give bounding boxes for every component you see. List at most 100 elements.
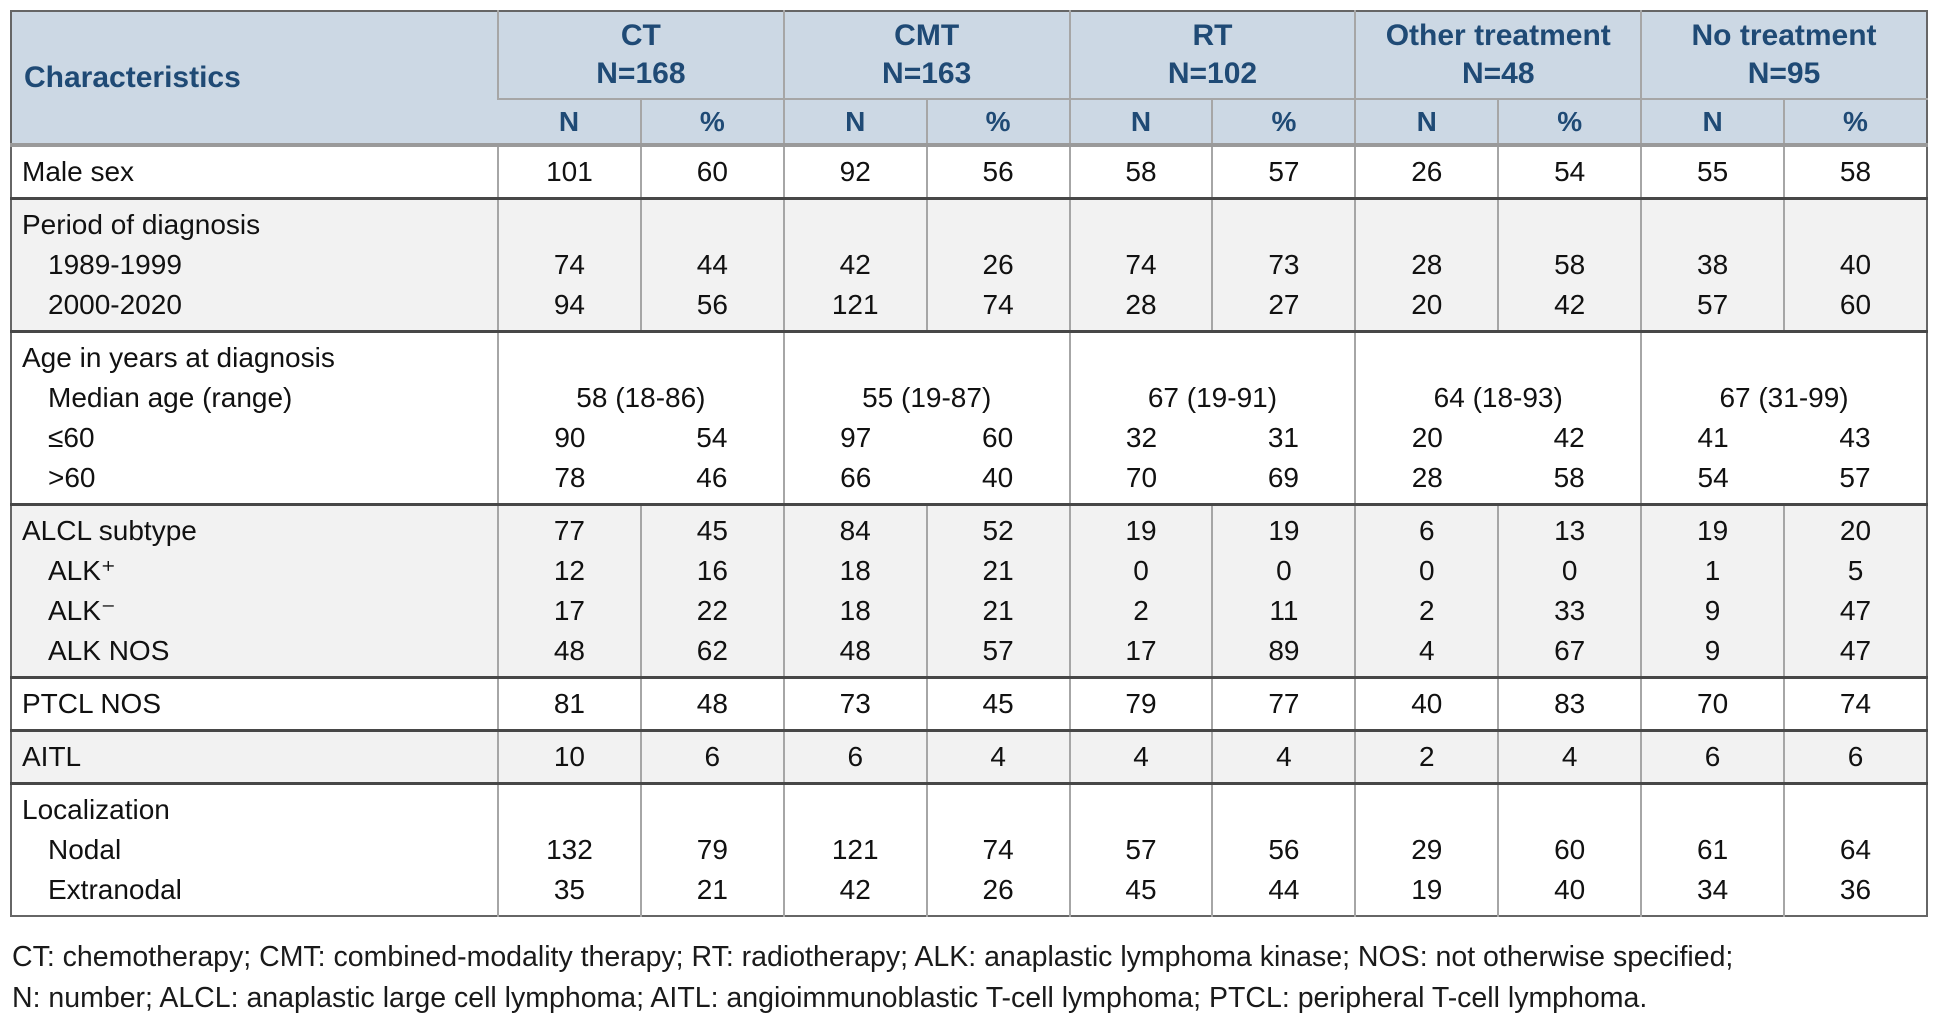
count-cell: 2 <box>1354 591 1499 631</box>
count-cell <box>1068 331 1213 378</box>
characteristics-header: Characteristics <box>11 11 498 145</box>
percent-cell: 45 <box>639 504 784 551</box>
row-group: Age in years at diagnosis Median age (ran… <box>11 331 1927 505</box>
row-group: Period of diagnosis 1989-1999 74 44 42 26 74 73… <box>11 198 1927 332</box>
row-label: Age in years at diagnosis <box>11 331 498 378</box>
percent-cell: 20 <box>1783 504 1927 551</box>
count-cell: 2 <box>1354 730 1499 784</box>
count-cell: 6 <box>782 730 927 784</box>
percent-cell: 21 <box>925 551 1070 591</box>
count-cell: 81 <box>497 677 641 731</box>
group-header-row: Characteristics CT N=168 CMT N=163 RT N=102 Ot… <box>11 11 1927 145</box>
percent-cell: 60 <box>1497 830 1642 870</box>
count-cell: 17 <box>1068 631 1213 678</box>
percent-cell: 77 <box>1211 677 1356 731</box>
percent-cell <box>1211 198 1356 245</box>
percent-cell: 67 <box>1497 631 1642 678</box>
group-n-count: N=163 <box>882 57 972 90</box>
count-cell: 6 <box>1640 730 1785 784</box>
count-cell: 92 <box>782 145 927 199</box>
percent-cell <box>1498 331 1642 378</box>
percent-cell: 74 <box>1783 677 1927 731</box>
percent-cell: 22 <box>639 591 784 631</box>
group-n-count: N=168 <box>596 57 686 90</box>
count-cell: 10 <box>497 730 641 784</box>
count-cell: 101 <box>497 145 641 199</box>
row-label: AITL <box>11 730 498 784</box>
percent-cell: 13 <box>1497 504 1642 551</box>
median-age-cell: 67 (19-91) <box>1068 378 1356 418</box>
count-cell: 78 <box>497 458 641 505</box>
percent-cell: 44 <box>639 245 784 285</box>
table-row: ALK NOS 48 62 48 57 17 89 4 67 9 47 <box>11 631 1927 678</box>
percent-cell: 79 <box>639 830 784 870</box>
percent-cell: 48 <box>639 677 784 731</box>
group-label: CMT <box>894 19 960 52</box>
count-cell <box>1354 783 1499 830</box>
count-cell: 19 <box>1068 504 1213 551</box>
row-label: ≤60 <box>11 418 498 458</box>
count-cell: 34 <box>1640 870 1785 916</box>
group-n-count: N=102 <box>1167 57 1258 90</box>
table-row: Age in years at diagnosis <box>11 331 1927 378</box>
percent-cell: 33 <box>1497 591 1642 631</box>
row-group: ALCL subtype 77 45 84 52 19 19 6 13 19 20 ALK⁺ 12 16 1… <box>11 504 1927 678</box>
row-label: Nodal <box>11 830 498 870</box>
table-row: Nodal 132 79 121 74 57 56 29 60 61 64 <box>11 830 1927 870</box>
count-cell <box>1640 198 1785 245</box>
count-cell: 26 <box>1354 145 1499 199</box>
count-cell: 79 <box>1068 677 1213 731</box>
count-cell <box>782 783 927 830</box>
group-label: No treatment <box>1691 19 1877 52</box>
table-row: 1989-1999 74 44 42 26 74 73 28 58 38 40 <box>11 245 1927 285</box>
percent-cell: 40 <box>1783 245 1927 285</box>
count-cell: 18 <box>782 551 927 591</box>
percent-cell: 56 <box>1211 830 1356 870</box>
count-cell: 20 <box>1354 285 1499 332</box>
count-cell: 32 <box>1068 418 1213 458</box>
table-row: AITL 10 6 6 4 4 4 2 4 6 6 <box>11 730 1927 784</box>
percent-cell: 16 <box>639 551 784 591</box>
row-label: 1989-1999 <box>11 245 498 285</box>
count-cell: 1 <box>1640 551 1785 591</box>
count-cell: 90 <box>497 418 641 458</box>
percent-cell <box>1497 783 1642 830</box>
percent-cell: 83 <box>1497 677 1642 731</box>
median-age-cell: 58 (18-86) <box>497 378 784 418</box>
median-age-cell: 55 (19-87) <box>782 378 1070 418</box>
percent-cell: 36 <box>1783 870 1927 916</box>
percent-cell: 58 <box>1497 245 1642 285</box>
row-label: PTCL NOS <box>11 677 498 731</box>
count-cell: 4 <box>1068 730 1213 784</box>
percent-cell <box>639 783 784 830</box>
percent-cell: 69 <box>1212 458 1356 505</box>
percent-cell: 4 <box>1211 730 1356 784</box>
subheader-percent: % <box>1497 98 1642 145</box>
percent-cell: 4 <box>1497 730 1642 784</box>
count-cell: 42 <box>782 245 927 285</box>
count-cell: 28 <box>1354 458 1499 505</box>
percent-cell: 56 <box>639 285 784 332</box>
count-cell: 74 <box>1068 245 1213 285</box>
table-row: Median age (range) 58 (18-86) 55 (19-87) 67… <box>11 378 1927 418</box>
count-cell: 28 <box>1068 285 1213 332</box>
percent-cell: 58 <box>1783 145 1927 199</box>
percent-cell: 0 <box>1211 551 1356 591</box>
percent-cell <box>926 331 1070 378</box>
count-cell <box>1640 331 1785 378</box>
count-cell: 74 <box>497 245 641 285</box>
percent-cell <box>1783 198 1927 245</box>
percent-cell: 54 <box>1497 145 1642 199</box>
percent-cell: 5 <box>1783 551 1927 591</box>
percent-cell: 57 <box>1211 145 1356 199</box>
count-cell: 29 <box>1354 830 1499 870</box>
row-label: Period of diagnosis <box>11 198 498 245</box>
percent-cell: 60 <box>1783 285 1927 332</box>
group-n-count: N=48 <box>1461 57 1535 90</box>
group-header-cmt: CMT N=163 <box>782 11 1070 99</box>
count-cell: 18 <box>782 591 927 631</box>
percent-cell <box>640 331 784 378</box>
count-cell: 42 <box>782 870 927 916</box>
count-cell: 0 <box>1068 551 1213 591</box>
row-label: ALK⁻ <box>11 591 498 631</box>
